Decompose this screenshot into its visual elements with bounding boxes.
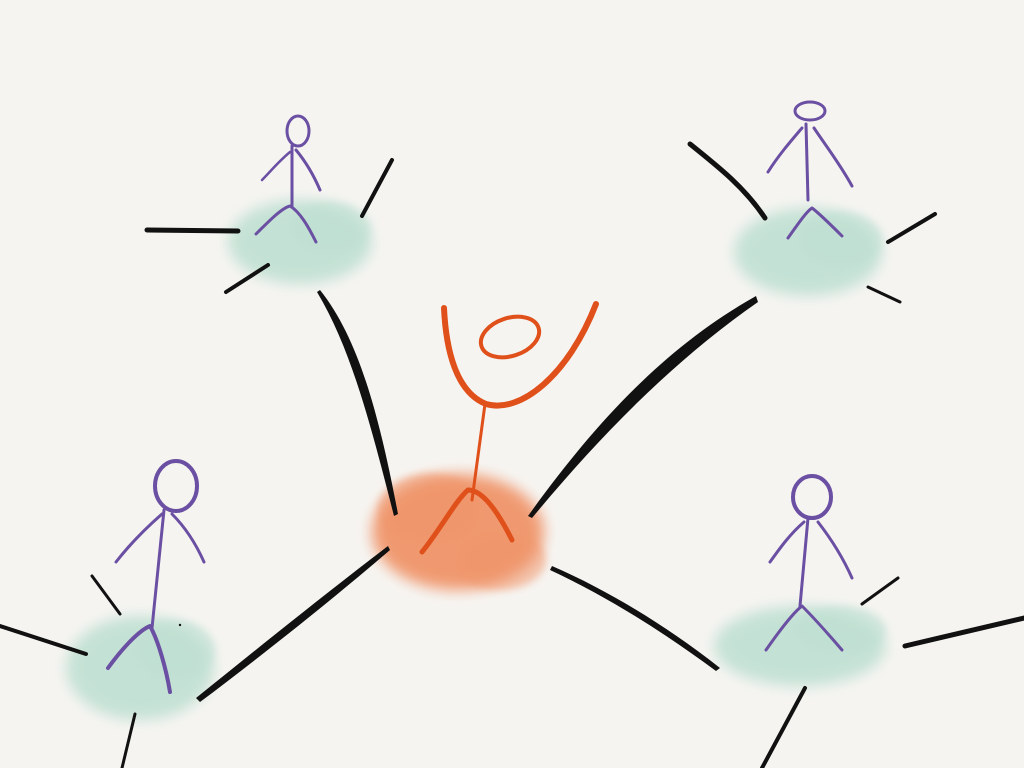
- spoke: [120, 712, 137, 768]
- link-center-top-right: [528, 296, 758, 518]
- spoke: [90, 574, 122, 616]
- spoke: [224, 263, 270, 294]
- link-center-bottom-right: [550, 566, 720, 671]
- spoke: [860, 576, 900, 606]
- peer-person-icon-bottom-right: [764, 474, 854, 652]
- peer-blob-bottom-right: [714, 606, 886, 686]
- link-center-top-left: [317, 290, 398, 516]
- peer-blob-top-left: [228, 200, 372, 284]
- spoke: [866, 285, 902, 304]
- peer-person-icon-bottom-left: [106, 459, 206, 694]
- center-person-icon: [419, 301, 599, 555]
- peer-blob-top-right: [734, 208, 882, 296]
- peer-person-icon-top-left: [254, 114, 322, 244]
- spoke: [144, 227, 241, 234]
- center-blob: [372, 474, 546, 590]
- spoke: [687, 141, 768, 221]
- spoke: [886, 212, 937, 244]
- spoke: [0, 624, 88, 656]
- spoke: [760, 686, 807, 768]
- outer-spokes: [0, 141, 1024, 768]
- link-center-bottom-left: [196, 546, 390, 702]
- spoke: [360, 158, 394, 218]
- links: [196, 290, 758, 702]
- peer-person-icon-top-right: [766, 100, 854, 240]
- spoke: [902, 615, 1024, 649]
